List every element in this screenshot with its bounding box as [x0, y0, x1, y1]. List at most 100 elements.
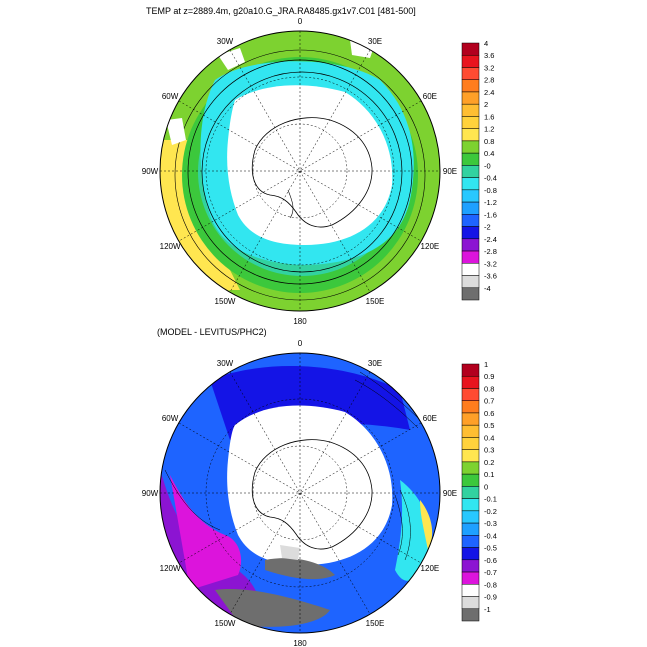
colorbar-swatch: [461, 140, 480, 154]
colorbar-label: 3.2: [484, 63, 494, 72]
colorbar-label: -2.8: [484, 247, 497, 256]
colorbar-swatch: [461, 226, 480, 240]
colorbar-swatch: [461, 214, 480, 227]
colorbar-swatch: [461, 375, 480, 389]
colorbar-label: 4: [484, 39, 488, 48]
bottom-colorbar: 1 0.9 0.8 0.7 0.6 0.5 0.4 0.3 0.2 0.1 0 -0.1 -0.2 -0.…: [461, 360, 497, 622]
longitude-label: 120W: [160, 564, 181, 573]
colorbar-swatch: [461, 584, 480, 597]
colorbar-label: 0: [484, 482, 488, 491]
longitude-label: 0: [298, 339, 303, 348]
longitude-label: 150E: [366, 619, 385, 628]
longitude-label: 120W: [160, 242, 181, 251]
colorbar-label: -0.8: [484, 186, 497, 195]
colorbar-label: -1.2: [484, 198, 497, 207]
longitude-label: 150E: [366, 297, 385, 306]
colorbar-swatch: [461, 165, 480, 178]
colorbar-swatch: [461, 412, 480, 426]
colorbar-swatch: [461, 510, 480, 524]
longitude-label: 60E: [423, 414, 437, 423]
colorbar-label: -0.5: [484, 544, 497, 553]
colorbar-label: -0.1: [484, 495, 497, 504]
colorbar-swatch: [461, 250, 480, 264]
colorbar-swatch: [461, 363, 480, 377]
colorbar-swatch: [461, 238, 480, 252]
colorbar-swatch: [461, 473, 480, 487]
colorbar-label: 1.2: [484, 125, 494, 134]
colorbar-label: 0.4: [484, 149, 494, 158]
colorbar-label: -2: [484, 223, 491, 232]
colorbar-swatch: [461, 79, 480, 93]
colorbar-label: -3.6: [484, 272, 497, 281]
longitude-label: 180: [293, 317, 307, 326]
bottom-panel-title: (MODEL - LEVITUS/PHC2): [157, 327, 267, 337]
colorbar-label: -0.4: [484, 531, 497, 540]
colorbar-swatch: [461, 424, 480, 438]
colorbar-label: -1: [484, 605, 491, 614]
longitude-label: 30W: [217, 37, 234, 46]
bottom-map-border: [159, 352, 441, 634]
colorbar-swatch: [461, 128, 480, 142]
top-map-border: [159, 30, 441, 312]
longitude-label: 150W: [215, 619, 236, 628]
bottom-polar-map: [160, 353, 440, 633]
colorbar-label: 0.1: [484, 470, 494, 479]
longitude-label: 60W: [162, 414, 179, 423]
colorbar-label: -0: [484, 161, 491, 170]
colorbar-swatch: [461, 461, 480, 475]
colorbar-label: 2: [484, 100, 488, 109]
colorbar-label: 0.9: [484, 372, 494, 381]
colorbar-swatch: [461, 116, 480, 129]
colorbar-swatch: [461, 263, 480, 276]
longitude-label: 60W: [162, 92, 179, 101]
colorbar-label: -0.3: [484, 519, 497, 528]
colorbar-label: 0.6: [484, 409, 494, 418]
colorbar-swatch: [461, 287, 480, 301]
colorbar-label: 2.4: [484, 88, 494, 97]
bottom-longitude-labels: 0 30E 60E 90E 120E 150E 180 150W 120W 90W 60W 30W: [142, 339, 457, 647]
colorbar-label: -0.7: [484, 568, 497, 577]
colorbar-swatch: [461, 571, 480, 585]
colorbar-swatch: [461, 608, 480, 622]
top-polar-map: [160, 31, 440, 311]
colorbar-label: -0.6: [484, 556, 497, 565]
longitude-label: 30W: [217, 359, 234, 368]
colorbar-swatch: [461, 437, 480, 450]
colorbar-swatch: [461, 177, 480, 191]
colorbar-swatch: [461, 275, 480, 289]
colorbar-label: -3.2: [484, 259, 497, 268]
colorbar-swatch: [461, 400, 480, 414]
colorbar-swatch: [461, 522, 480, 536]
colorbar-label: -0.4: [484, 174, 497, 183]
colorbar-swatch: [461, 449, 480, 463]
colorbar-label: -0.8: [484, 580, 497, 589]
colorbar-swatch: [461, 42, 480, 56]
top-colorbar: 4 3.6 3.2 2.8 2.4 2 1.6 1.2 0.8 0.4 -0 -0.4 -0.8 -1.2…: [461, 39, 497, 301]
longitude-label: 150W: [215, 297, 236, 306]
colorbar-label: -0.2: [484, 507, 497, 516]
colorbar-swatch: [461, 54, 480, 68]
colorbar-label: 2.8: [484, 76, 494, 85]
longitude-label: 0: [298, 17, 303, 26]
colorbar-swatch: [461, 388, 480, 401]
colorbar-label: 0.2: [484, 458, 494, 467]
colorbar-swatch: [461, 201, 480, 215]
colorbar-label: 0.7: [484, 397, 494, 406]
colorbar-swatch: [461, 559, 480, 573]
colorbar-label: 0.3: [484, 446, 494, 455]
colorbar-label: 3.6: [484, 51, 494, 60]
longitude-label: 90W: [142, 489, 159, 498]
longitude-label: 120E: [421, 242, 440, 251]
colorbar-label: 1: [484, 360, 488, 369]
longitude-label: 90E: [443, 167, 457, 176]
colorbar-label: 1.6: [484, 112, 494, 121]
top-longitude-labels: 0 30E 60E 90E 120E 150E 180 150W 120W 90W 60W 30W: [142, 17, 457, 326]
colorbar-swatch: [461, 498, 480, 512]
colorbar-label: 0.8: [484, 137, 494, 146]
colorbar-label: 0.8: [484, 384, 494, 393]
colorbar-swatch: [461, 596, 480, 610]
longitude-label: 60E: [423, 92, 437, 101]
longitude-label: 90W: [142, 167, 159, 176]
colorbar-swatch: [461, 547, 480, 561]
